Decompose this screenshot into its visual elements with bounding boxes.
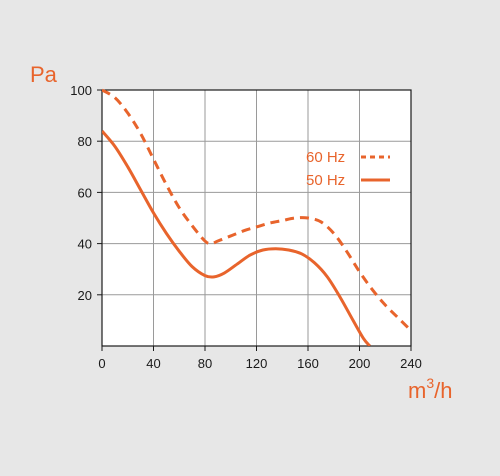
x-tick-label: 0 <box>98 356 105 371</box>
legend: 60 Hz 50 Hz <box>306 149 390 189</box>
x-tick-label: 240 <box>400 356 422 371</box>
series-line-60hz <box>102 88 410 330</box>
y-tick-label: 80 <box>78 134 92 149</box>
x-tick-label: 80 <box>198 356 212 371</box>
x-tick-label: 160 <box>297 356 319 371</box>
x-tick-label: 120 <box>246 356 268 371</box>
x-tick-label: 40 <box>146 356 160 371</box>
x-axis-label-base: m <box>408 378 426 403</box>
x-axis-label: m3/h <box>408 375 452 403</box>
tick-labels: 0 40 80 120 160 200 240 20 40 60 80 100 <box>70 83 422 371</box>
y-tick-label: 100 <box>70 83 92 98</box>
y-tick-label: 40 <box>78 237 92 252</box>
x-axis-label-suffix: /h <box>434 378 452 403</box>
x-tick-label: 200 <box>349 356 371 371</box>
legend-label-60hz: 60 Hz <box>306 149 345 166</box>
y-tick-label: 20 <box>78 288 92 303</box>
grid-lines <box>102 90 411 346</box>
series-lines <box>102 88 410 346</box>
x-axis-label-exponent: 3 <box>426 375 434 391</box>
legend-label-50hz: 50 Hz <box>306 172 345 189</box>
y-tick-label: 60 <box>78 185 92 200</box>
y-axis-label: Pa <box>30 62 58 87</box>
series-line-50hz <box>102 129 371 346</box>
